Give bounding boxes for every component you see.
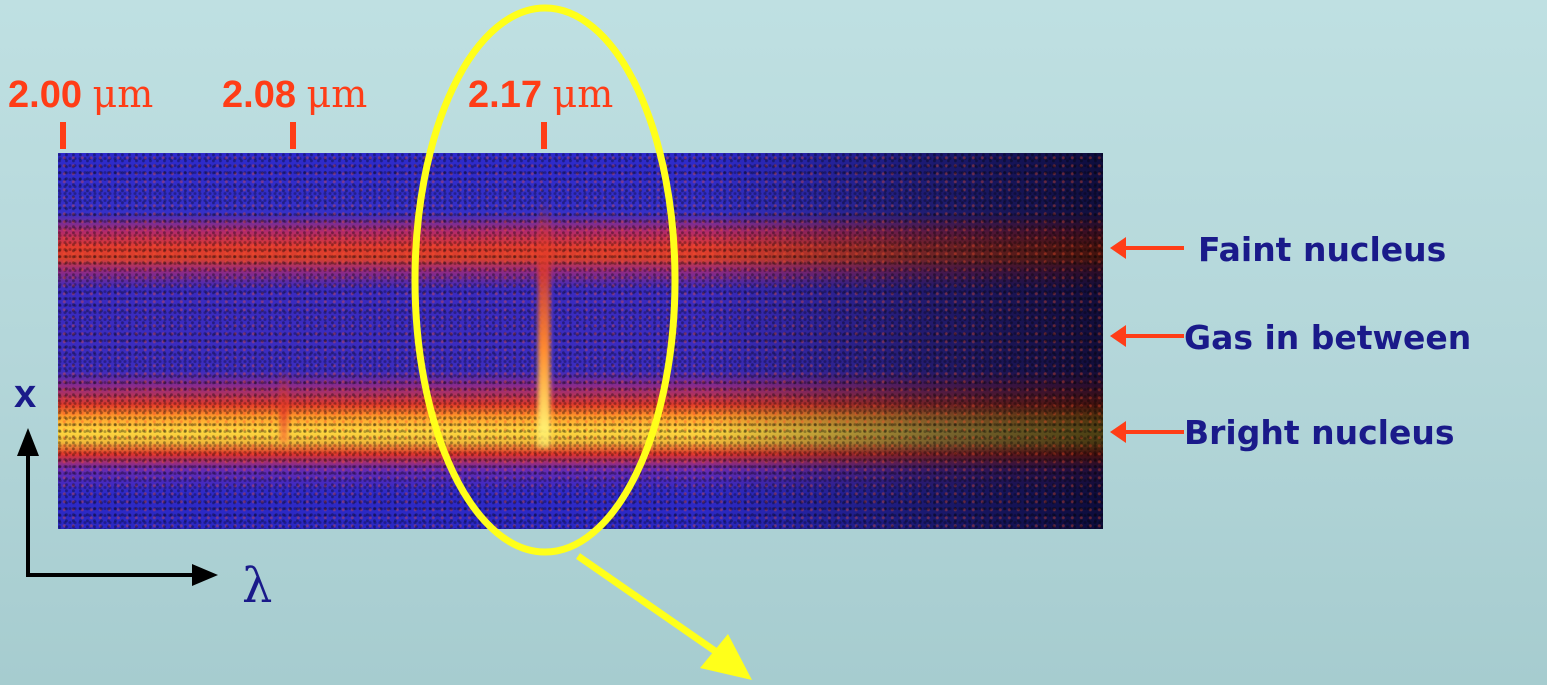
spectrum-noise	[58, 153, 1103, 529]
highlight-arrow-shaft	[576, 553, 730, 663]
annotation-bright-nucleus: Bright nucleus	[1184, 413, 1455, 452]
spectrum-image	[58, 153, 1103, 529]
arrow-left-icon	[1110, 237, 1184, 259]
axis-vertical-arrow-icon	[17, 428, 39, 456]
highlight-arrow-head	[700, 634, 752, 680]
wavelength-value: 2.08	[222, 74, 296, 116]
wavelength-unit: μm	[92, 72, 154, 116]
wavelength-tick	[290, 122, 296, 149]
wavelength-label-2-00: 2.00 μm	[8, 72, 153, 117]
arrow-left-icon	[1110, 421, 1184, 443]
wavelength-tick	[541, 122, 547, 149]
axis-label-x: x	[14, 372, 37, 416]
wavelength-value: 2.00	[8, 74, 82, 116]
wavelength-value: 2.17	[468, 74, 542, 116]
highlight-ellipse	[411, 4, 679, 556]
wavelength-unit: μm	[306, 72, 368, 116]
annotation-faint-nucleus: Faint nucleus	[1198, 230, 1447, 269]
wavelength-label-2-08: 2.08 μm	[222, 72, 367, 117]
wavelength-label-2-17: 2.17 μm	[468, 72, 613, 117]
axis-horizontal-arrow-icon	[192, 564, 218, 586]
wavelength-unit: μm	[552, 72, 614, 116]
arrow-left-icon	[1110, 325, 1184, 347]
emission-line-bright	[538, 198, 550, 448]
wavelength-tick	[60, 122, 66, 149]
axis-label-lambda: λ	[242, 558, 273, 614]
emission-line-faint	[280, 368, 288, 443]
annotation-gas-between: Gas in between	[1184, 318, 1472, 357]
